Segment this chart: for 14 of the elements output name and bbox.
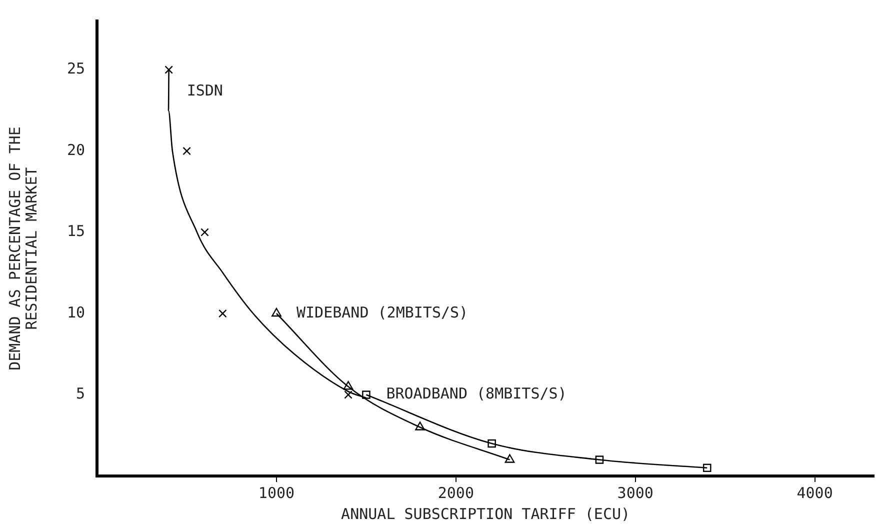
y-tick-label: 15 xyxy=(67,222,86,240)
y-tick-label: 20 xyxy=(67,140,86,159)
series-label: BROADBAND (8MBITS/S) xyxy=(386,384,567,403)
series-label: ISDN xyxy=(186,82,223,100)
y-tick-label: 25 xyxy=(67,60,86,78)
x-axis-title: ANNUAL SUBSCRIPTION TARIFF (ECU) xyxy=(341,504,630,523)
x-tick-label: 1000 xyxy=(258,484,295,502)
y-tick-label: 5 xyxy=(76,384,86,403)
y-axis-title: DEMAND AS PERCENTAGE OF THE RESIDENTIAL MARKET xyxy=(6,126,41,370)
x-tick-label: 2000 xyxy=(438,484,474,502)
series-label: WIDEBAND (2MBITS/S) xyxy=(296,303,468,322)
y-tick-label: 10 xyxy=(67,303,86,322)
x-tick-label: 4000 xyxy=(796,484,833,502)
x-tick-label: 3000 xyxy=(617,484,654,502)
